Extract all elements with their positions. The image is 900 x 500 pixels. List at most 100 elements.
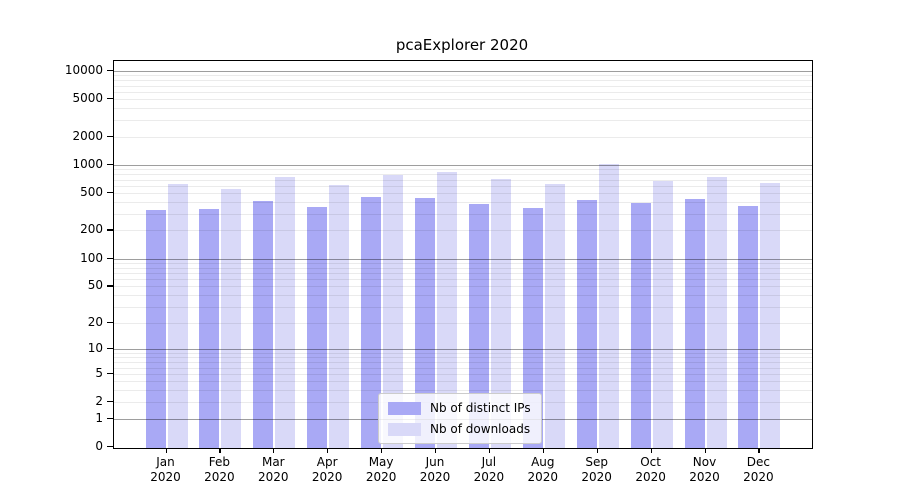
minor-gridline [114, 230, 812, 232]
legend-item-downloads: Nb of downloads [388, 422, 531, 436]
legend: Nb of distinct IPs Nb of downloads [378, 393, 542, 444]
y-tick-label: 50 [87, 278, 103, 293]
minor-gridline [114, 267, 812, 269]
y-tick-label: 10 [87, 341, 103, 356]
x-tick-mark [542, 448, 544, 453]
minor-gridline [114, 214, 812, 215]
y-tick-label: 5000 [72, 91, 103, 106]
bar-downloads [329, 185, 350, 448]
x-tick-label: Jul 2020 [473, 455, 505, 484]
bar-distinct-ips [684, 199, 705, 448]
x-tick-mark [327, 448, 329, 453]
bar-downloads [490, 179, 511, 448]
bar-distinct-ips [415, 197, 435, 448]
minor-gridline [114, 381, 812, 383]
y-tick-mark [107, 229, 113, 231]
y-tick-label: 2 [95, 394, 103, 409]
y-tick-label: 1 [95, 410, 103, 425]
bar-downloads [598, 164, 619, 448]
minor-gridline [114, 85, 812, 87]
bar-downloads [275, 176, 296, 448]
bar-downloads [383, 175, 404, 448]
major-gridline [114, 349, 812, 351]
y-tick-label: 200 [80, 222, 103, 237]
bar-distinct-ips [738, 206, 759, 448]
x-tick-label: Jun 2020 [419, 455, 451, 484]
minor-gridline [114, 306, 812, 308]
minor-gridline [114, 108, 812, 110]
major-gridline [114, 70, 812, 72]
y-tick-mark [107, 285, 113, 287]
minor-gridline [114, 179, 812, 181]
y-tick-mark [107, 192, 113, 194]
y-tick-mark [107, 69, 113, 72]
bar-distinct-ips [576, 199, 597, 448]
x-tick-mark [219, 448, 221, 453]
x-tick-label: Sep 2020 [581, 455, 612, 484]
legend-item-distinct-ips: Nb of distinct IPs [388, 401, 531, 415]
bar-downloads [221, 188, 242, 448]
bar-downloads [544, 183, 565, 448]
minor-gridline [114, 373, 812, 375]
legend-swatch-downloads [388, 422, 421, 436]
y-tick-mark [107, 163, 113, 166]
x-tick-mark [488, 448, 491, 453]
bar-distinct-ips [307, 206, 328, 448]
y-tick-mark [107, 401, 113, 403]
bar-distinct-ips [253, 200, 274, 448]
y-tick-label: 1000 [72, 156, 103, 171]
minor-gridline [114, 362, 812, 364]
x-tick-mark [650, 448, 652, 453]
minor-gridline [114, 286, 812, 288]
minor-gridline [114, 295, 812, 297]
x-tick-label: Aug 2020 [527, 455, 559, 484]
minor-gridline [114, 279, 812, 281]
x-tick-label: Feb 2020 [204, 455, 235, 484]
bar-distinct-ips [199, 208, 220, 448]
x-tick-label: Nov 2020 [689, 455, 720, 484]
bar-distinct-ips [522, 207, 543, 448]
x-tick-label: May 2020 [365, 455, 397, 484]
x-tick-mark [273, 448, 275, 453]
y-tick-label: 500 [80, 185, 103, 200]
y-tick-mark [107, 135, 113, 137]
x-tick-mark [758, 448, 760, 453]
bar-downloads [437, 172, 457, 448]
x-tick-mark [704, 448, 706, 453]
chart-title: pcaExplorer 2020 [395, 36, 529, 54]
bar-distinct-ips [630, 203, 651, 448]
y-tick-label: 100 [80, 250, 103, 265]
y-tick-mark [107, 98, 113, 100]
bar-distinct-ips [145, 209, 166, 448]
minor-gridline [114, 272, 812, 274]
x-tick-label: Apr 2020 [311, 455, 343, 484]
x-tick-mark [165, 448, 167, 453]
minor-gridline [114, 75, 812, 77]
legend-label-downloads: Nb of downloads [430, 422, 531, 436]
minor-gridline [114, 169, 812, 171]
y-tick-mark [107, 372, 113, 375]
plot-area: Nb of distinct IPs Nb of downloads [113, 60, 813, 449]
y-tick-mark [107, 348, 113, 350]
bar-downloads [167, 184, 188, 448]
x-tick-label: Mar 2020 [258, 455, 289, 484]
y-tick-label: 10000 [64, 62, 103, 77]
bar-downloads [760, 183, 781, 448]
minor-gridline [114, 322, 812, 324]
minor-gridline [114, 174, 812, 176]
major-gridline [114, 258, 812, 260]
minor-gridline [114, 80, 812, 82]
bar-distinct-ips [468, 204, 489, 448]
minor-gridline [114, 91, 812, 93]
x-tick-mark [435, 448, 437, 453]
x-tick-label: Oct 2020 [635, 455, 666, 484]
y-tick-mark [107, 417, 113, 419]
y-tick-label: 0 [95, 439, 103, 453]
y-tick-label: 2000 [72, 128, 103, 143]
major-gridline [114, 164, 812, 166]
minor-gridline [114, 185, 812, 187]
y-tick-label: 5 [95, 365, 103, 380]
y-tick-mark [107, 446, 113, 448]
bar-distinct-ips [361, 197, 382, 448]
